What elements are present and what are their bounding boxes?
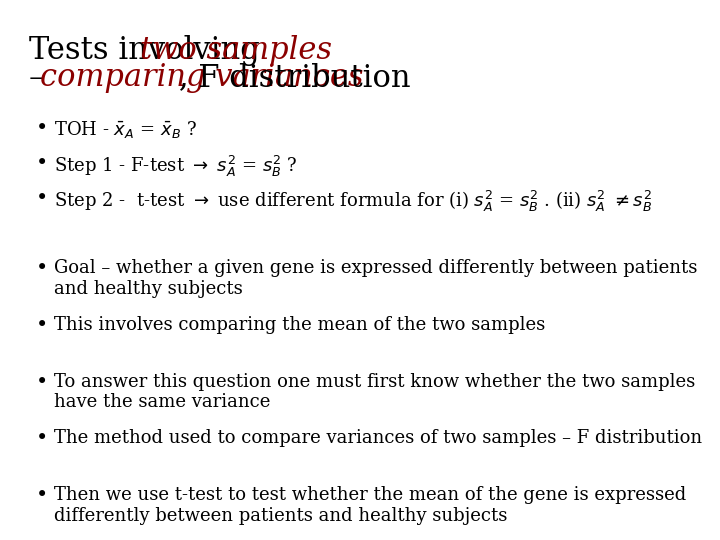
Text: Tests involving: Tests involving <box>29 35 269 66</box>
Text: Step 2 -  t-test $\rightarrow$ use different formula for (i) $s_A^2$ = $s_B^2$ .: Step 2 - t-test $\rightarrow$ use differ… <box>54 189 652 214</box>
Text: •: • <box>36 373 48 392</box>
Text: To answer this question one must first know whether the two samples
have the sam: To answer this question one must first k… <box>54 373 696 411</box>
Text: •: • <box>36 429 48 448</box>
Text: •: • <box>36 154 48 173</box>
Text: •: • <box>36 316 48 335</box>
Text: This involves comparing the mean of the two samples: This involves comparing the mean of the … <box>54 316 545 334</box>
Text: •: • <box>36 486 48 505</box>
Text: The method used to compare variances of two samples – F distribution: The method used to compare variances of … <box>54 429 702 447</box>
Text: comparing variances: comparing variances <box>40 62 364 93</box>
Text: Goal – whether a given gene is expressed differently between patients
and health: Goal – whether a given gene is expressed… <box>54 259 698 298</box>
Text: •: • <box>36 189 48 208</box>
Text: two samples: two samples <box>140 35 333 66</box>
Text: Step 1 - F-test $\rightarrow$ $s_A^2$ = $s_B^2$ ?: Step 1 - F-test $\rightarrow$ $s_A^2$ = … <box>54 154 297 179</box>
Text: TOH - $\bar{x}_A$ = $\bar{x}_B$ ?: TOH - $\bar{x}_A$ = $\bar{x}_B$ ? <box>54 119 197 140</box>
Text: –: – <box>29 62 54 93</box>
Text: , F distribution: , F distribution <box>179 62 410 93</box>
Text: •: • <box>36 119 48 138</box>
Text: •: • <box>36 259 48 278</box>
Text: Then we use t-test to test whether the mean of the gene is expressed
differently: Then we use t-test to test whether the m… <box>54 486 686 525</box>
